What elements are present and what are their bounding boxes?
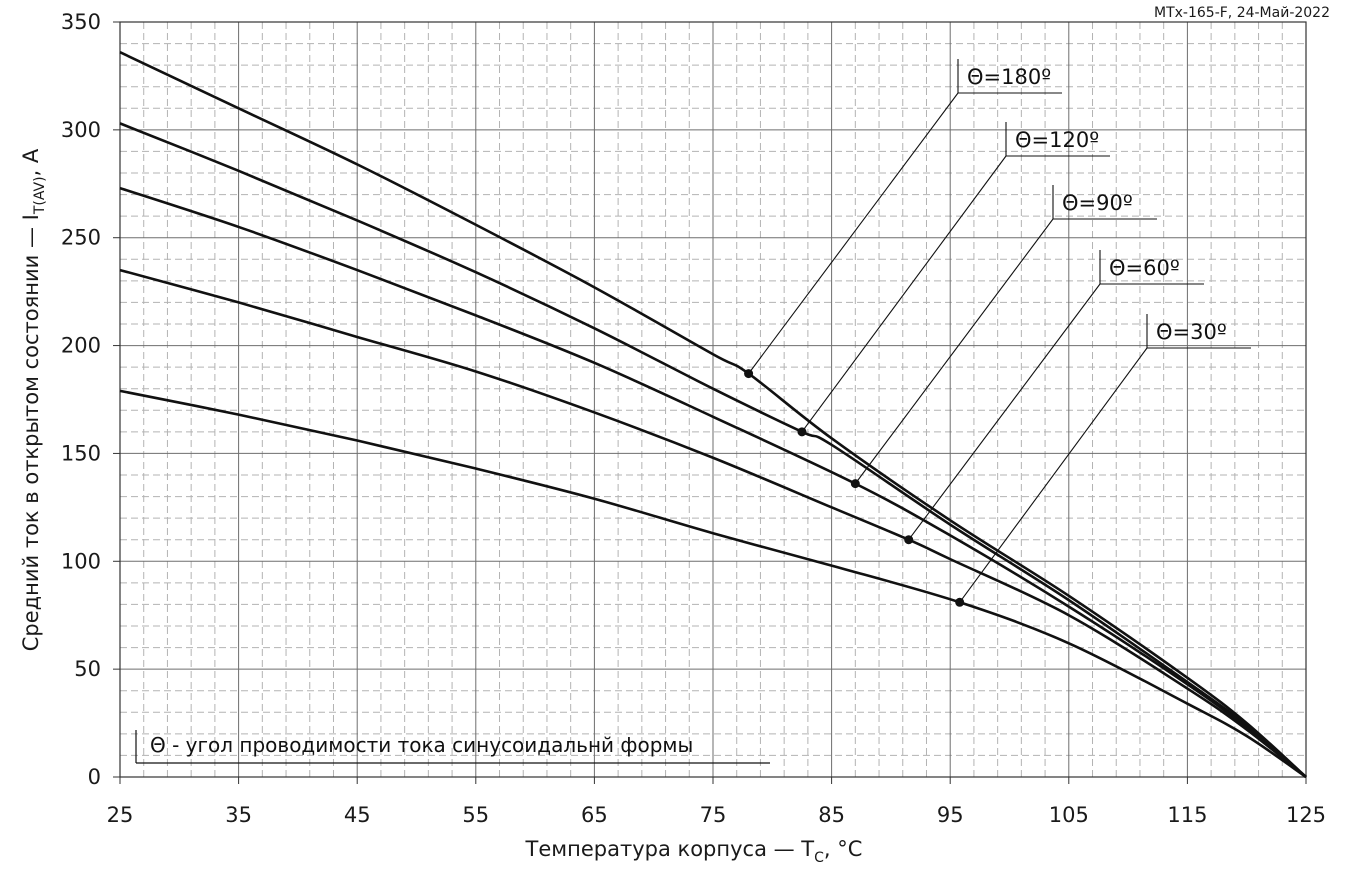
y-tick-label: 200 (61, 334, 101, 358)
note-text: Θ - угол проводимости тока синусоидальнй… (150, 733, 693, 757)
series-line (119, 186, 1307, 778)
y-tick-labels: 0 50 100 150 200 250 300 350 (61, 10, 120, 789)
series-label: Θ=60º (1109, 256, 1180, 280)
y-tick-label: 0 (88, 765, 101, 789)
callouts: Θ=180º Θ=120º Θ=90º Θ=60º Θ=30º (748, 59, 1251, 603)
series-label: Θ=90º (1062, 191, 1133, 215)
series-line (119, 268, 1307, 779)
x-tick-label: 125 (1286, 803, 1326, 827)
y-tick-label: 250 (61, 226, 101, 250)
x-tick-label: 105 (1049, 803, 1089, 827)
series-line (119, 122, 1307, 778)
x-tick-label: 85 (818, 803, 845, 827)
meta-code: MTx-165-F, 24-Май-2022 (1154, 5, 1330, 21)
x-tick-label: 115 (1167, 803, 1207, 827)
series-label: Θ=30º (1156, 320, 1227, 344)
callout-leader (854, 218, 1054, 484)
x-tick-label: 95 (937, 803, 964, 827)
x-tick-label: 65 (581, 803, 608, 827)
y-tick-label: 300 (61, 118, 101, 142)
x-axis-title: Температура корпуса — TC, °C (525, 837, 863, 866)
y-tick-label: 350 (61, 10, 101, 34)
y-tick-label: 100 (61, 549, 101, 573)
callout-leader (908, 283, 1101, 541)
series-label: Θ=120º (1015, 128, 1099, 152)
callout-leader (801, 155, 1007, 433)
x-tick-label: 35 (225, 803, 252, 827)
series-label: Θ=180º (967, 65, 1051, 89)
x-tick-label: 75 (700, 803, 727, 827)
x-tick-label: 45 (344, 803, 371, 827)
y-tick-label: 50 (74, 657, 101, 681)
note-box: Θ - угол проводимости тока синусоидальнй… (135, 730, 770, 764)
x-tick-label: 25 (107, 803, 134, 827)
y-axis-title: Средний ток в открытом состоянии — IT(AV… (19, 148, 48, 651)
x-tick-labels: 25 35 45 55 65 75 85 95 105 115 125 (107, 777, 1326, 827)
y-tick-label: 150 (61, 441, 101, 465)
callout-leader (959, 347, 1148, 603)
series-line (119, 389, 1307, 779)
callout-leader (748, 92, 959, 374)
minor-grid (120, 22, 1306, 777)
x-tick-label: 55 (462, 803, 489, 827)
